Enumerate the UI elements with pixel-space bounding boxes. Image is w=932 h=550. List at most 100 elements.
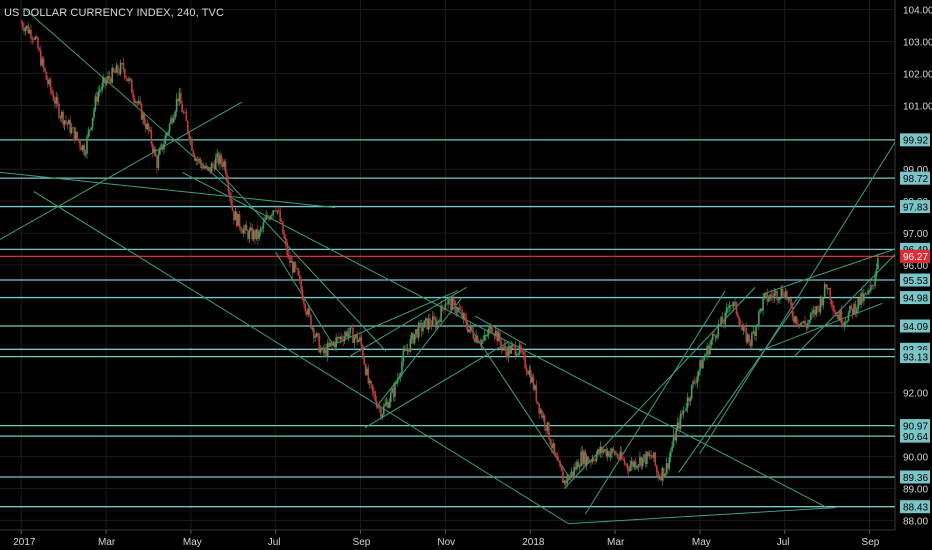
candle-body xyxy=(844,322,847,324)
candle-body xyxy=(783,295,785,298)
candle-body xyxy=(168,123,171,132)
candle-body xyxy=(395,383,398,384)
candle-body xyxy=(479,342,482,344)
candle-body xyxy=(54,100,56,104)
candle-body xyxy=(472,331,475,339)
candle-body xyxy=(480,340,483,344)
candle-body xyxy=(843,322,846,325)
candle-body xyxy=(562,471,564,483)
candle-body xyxy=(178,92,181,102)
candle-body xyxy=(739,324,742,327)
candle-body xyxy=(41,58,44,66)
candle-body xyxy=(45,71,48,80)
trend-line xyxy=(0,171,336,209)
candle-body xyxy=(86,136,88,154)
candle-body xyxy=(403,349,406,351)
candle-body xyxy=(541,410,543,418)
level-label-box xyxy=(900,319,930,333)
y-tick-label: 92.00 xyxy=(903,389,928,400)
candle-body xyxy=(807,322,809,328)
candle-body xyxy=(461,310,463,319)
candle-body xyxy=(450,298,452,310)
candle-body xyxy=(798,324,801,326)
candle-body xyxy=(368,380,371,384)
candle-body xyxy=(444,303,447,310)
candle-body xyxy=(151,144,154,153)
candle-body xyxy=(556,455,559,461)
trend-line xyxy=(474,315,527,346)
candle-body xyxy=(811,312,813,314)
candle-body xyxy=(794,316,797,323)
level-label: 94.98 xyxy=(903,293,928,304)
candle-body xyxy=(840,310,843,324)
level-label: 99.92 xyxy=(903,136,928,147)
candle-body xyxy=(534,385,536,390)
candle-body xyxy=(627,468,630,472)
candle-body xyxy=(231,204,234,212)
candle-body xyxy=(790,298,792,307)
candle-body xyxy=(170,117,172,124)
candle-body xyxy=(284,238,287,243)
candle-body xyxy=(128,78,130,81)
candle-body xyxy=(448,298,451,300)
candle-body xyxy=(441,305,444,309)
candle-body xyxy=(585,456,588,466)
candle-body xyxy=(146,123,148,130)
candle-body xyxy=(301,289,304,301)
candle-body xyxy=(409,338,412,352)
candle-body xyxy=(672,434,675,447)
level-label: 93.13 xyxy=(903,352,928,363)
candle-body xyxy=(877,258,879,270)
candle-body xyxy=(340,336,343,340)
candle-body xyxy=(485,335,487,336)
candle-body xyxy=(353,337,356,343)
candle-body xyxy=(751,333,753,346)
candle-body xyxy=(354,334,357,338)
candle-body xyxy=(115,65,118,73)
candle-body xyxy=(72,127,74,129)
candle-body xyxy=(276,210,279,212)
candle-body xyxy=(104,77,106,84)
candle-body xyxy=(185,112,188,122)
candle-body xyxy=(416,329,419,338)
candle-body xyxy=(371,384,374,391)
candle-body xyxy=(216,153,218,158)
candle-body xyxy=(398,377,400,379)
candle-body xyxy=(123,69,126,78)
trend-line xyxy=(759,302,883,352)
candle-body xyxy=(858,298,861,305)
candle-body xyxy=(633,461,636,467)
candle-body xyxy=(599,446,602,454)
candle-body xyxy=(63,120,66,125)
trend-line xyxy=(364,341,510,429)
candle-body xyxy=(93,109,95,118)
candle-body xyxy=(539,410,542,414)
candle-body xyxy=(88,129,91,131)
plot-area xyxy=(0,0,895,530)
candle-body xyxy=(209,167,211,173)
candle-body xyxy=(795,316,798,325)
candle-body xyxy=(430,324,433,326)
candle-body xyxy=(749,342,752,346)
candle-body xyxy=(256,229,259,239)
candle-body xyxy=(114,71,116,73)
candle-body xyxy=(399,373,402,378)
candle-body xyxy=(756,324,759,327)
candle-body xyxy=(819,298,822,312)
candle-body xyxy=(507,346,510,358)
candle-body xyxy=(269,216,272,220)
candle-body xyxy=(74,131,77,141)
x-tick-label: May xyxy=(183,537,202,548)
level-label: 97.83 xyxy=(903,202,928,213)
candle-body xyxy=(87,130,90,137)
candle-body xyxy=(307,308,309,315)
candle-body xyxy=(765,292,767,294)
candle-body xyxy=(378,406,381,408)
candle-body xyxy=(364,364,367,375)
candle-body xyxy=(324,348,326,354)
candle-body xyxy=(641,457,644,467)
candle-body xyxy=(580,451,582,466)
candle-body xyxy=(622,458,624,461)
candle-body xyxy=(787,298,790,300)
candle-body xyxy=(157,154,160,168)
